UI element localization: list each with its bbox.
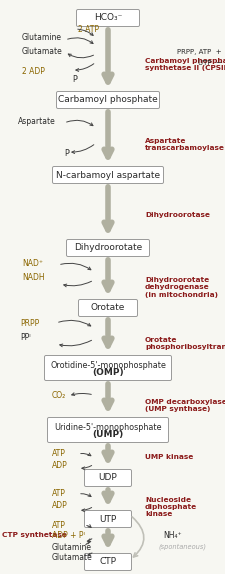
Text: NH₄⁺: NH₄⁺ — [163, 530, 182, 540]
Text: Orotidine-5'-monophosphate: Orotidine-5'-monophosphate — [50, 360, 166, 370]
Text: OMP decarboxylase
(UMP synthase): OMP decarboxylase (UMP synthase) — [145, 399, 225, 412]
Text: Carbamoyl phosphate: Carbamoyl phosphate — [58, 95, 158, 104]
FancyBboxPatch shape — [56, 91, 160, 108]
FancyBboxPatch shape — [79, 300, 137, 316]
FancyBboxPatch shape — [45, 355, 171, 381]
Text: Nucleoside
diphosphate
kinase: Nucleoside diphosphate kinase — [145, 497, 197, 518]
Text: Uridine-5'-monophosphate: Uridine-5'-monophosphate — [54, 422, 162, 432]
Text: PRPP: PRPP — [20, 319, 39, 328]
Text: ADP + Pᴵ: ADP + Pᴵ — [52, 532, 85, 541]
FancyBboxPatch shape — [47, 417, 169, 443]
FancyBboxPatch shape — [85, 470, 131, 487]
Text: 2 ADP: 2 ADP — [22, 68, 45, 76]
Text: ADP: ADP — [52, 461, 68, 471]
FancyBboxPatch shape — [85, 553, 131, 571]
Text: ATP: ATP — [52, 449, 66, 459]
Text: Dihydroorotate
dehydrogenase
(in mitochondria): Dihydroorotate dehydrogenase (in mitocho… — [145, 277, 218, 297]
Text: ADP: ADP — [52, 502, 68, 510]
FancyBboxPatch shape — [67, 239, 149, 257]
Text: (UMP): (UMP) — [92, 430, 124, 440]
FancyBboxPatch shape — [85, 510, 131, 528]
Text: 2 ATP: 2 ATP — [78, 25, 99, 33]
Text: Glutamine: Glutamine — [52, 542, 92, 552]
Text: PPᴵ: PPᴵ — [20, 333, 31, 343]
Text: Carbamoyl phosphate
synthetase II (CPSII): Carbamoyl phosphate synthetase II (CPSII… — [145, 58, 225, 71]
FancyBboxPatch shape — [76, 10, 140, 26]
Text: ATP: ATP — [52, 490, 66, 498]
Text: UTP: UTP — [99, 514, 117, 523]
Text: Aspartate: Aspartate — [18, 118, 56, 126]
Text: Pᴵ: Pᴵ — [72, 76, 78, 84]
Text: Dihydroorotate: Dihydroorotate — [74, 243, 142, 253]
Text: CTP: CTP — [99, 557, 117, 567]
Text: Aspartate
transcarbamoylase: Aspartate transcarbamoylase — [145, 138, 225, 152]
Text: UDP: UDP — [99, 474, 117, 483]
FancyBboxPatch shape — [52, 166, 164, 184]
Text: Glutamine: Glutamine — [22, 33, 62, 42]
Text: NAD⁺: NAD⁺ — [22, 259, 43, 269]
Text: Pᴵ: Pᴵ — [64, 149, 70, 157]
Text: UMP kinase: UMP kinase — [145, 454, 193, 460]
Text: UTP  −: UTP − — [198, 60, 222, 66]
Text: PRPP, ATP  +: PRPP, ATP + — [177, 49, 222, 55]
Text: CO₂: CO₂ — [52, 391, 66, 401]
Text: N-carbamoyl aspartate: N-carbamoyl aspartate — [56, 170, 160, 180]
Text: CTP synthetase: CTP synthetase — [2, 532, 67, 538]
Text: Glutamate: Glutamate — [52, 553, 93, 563]
Text: (OMP): (OMP) — [92, 369, 124, 378]
Text: Glutamate: Glutamate — [22, 46, 63, 56]
Text: (spontaneous): (spontaneous) — [158, 544, 206, 550]
Text: ATP: ATP — [52, 521, 66, 529]
Text: Dihydroorotase: Dihydroorotase — [145, 212, 210, 218]
Text: HCO₃⁻: HCO₃⁻ — [94, 14, 122, 22]
Text: NADH: NADH — [22, 273, 45, 282]
Text: Orotate: Orotate — [91, 304, 125, 312]
Text: Orotate
phosphoribosyltransferase: Orotate phosphoribosyltransferase — [145, 337, 225, 350]
